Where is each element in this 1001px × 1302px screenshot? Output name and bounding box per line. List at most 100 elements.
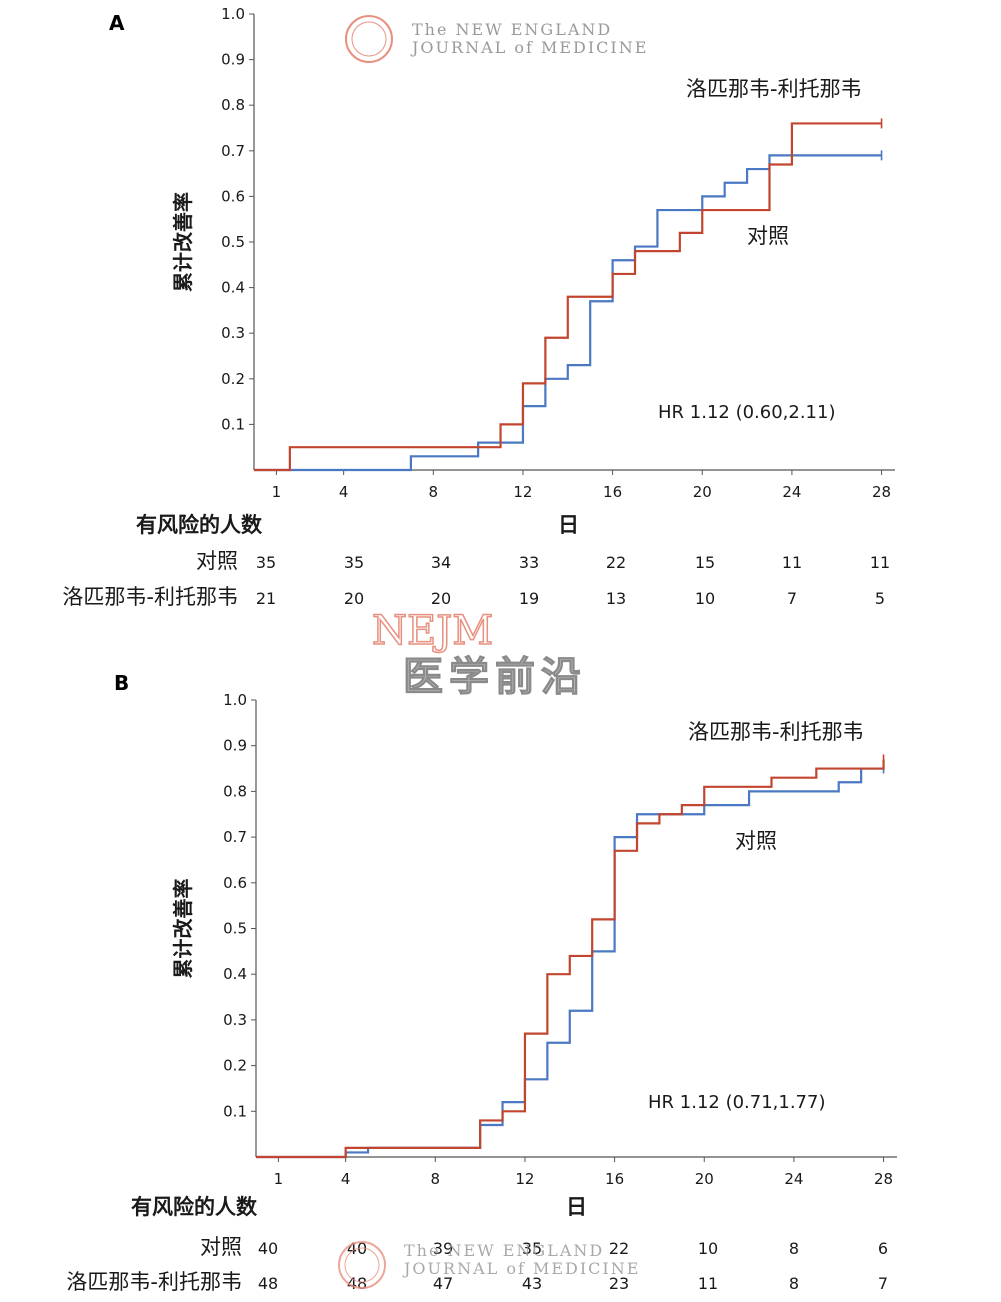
journal-seal-inner-icon <box>351 21 387 57</box>
panel-a-risk-value: 34 <box>431 553 451 572</box>
journal-seal-icon <box>345 15 393 63</box>
panel-a-ytick-label: 0.5 <box>221 233 245 251</box>
panel-a-chart: 累计改善率 洛匹那韦-利托那韦 对照 HR 1.12 (0.60,2.11) 有… <box>62 5 895 609</box>
panel-b-risk-value: 8 <box>789 1239 799 1258</box>
panel-a-ytick-label: 0.9 <box>221 51 245 69</box>
panel-a-letter: A <box>109 11 125 35</box>
panel-a-risk-value: 11 <box>870 553 890 572</box>
panel-b-xlabel: 日 <box>566 1195 587 1219</box>
panel-b-chart: 累计改善率 洛匹那韦-利托那韦 对照 HR 1.12 (0.71,1.77) 有… <box>66 691 897 1294</box>
panel-b-ytick-label: 0.7 <box>223 828 247 846</box>
panel-a-risk-value: 20 <box>431 589 451 608</box>
panel-b-ytick-label: 0.6 <box>223 874 247 892</box>
panel-a-risk-value: 10 <box>695 589 715 608</box>
panel-b-risk-title: 有风险的人数 <box>131 1195 258 1219</box>
panel-a-ytick-label: 0.1 <box>221 415 245 433</box>
panel-b-treatment-curve <box>256 759 885 1159</box>
panel-a-risk-row-treatment-label: 洛匹那韦-利托那韦 <box>62 585 238 609</box>
panel-b-risk-value: 40 <box>258 1239 278 1258</box>
panel-b-ytick-label: 0.2 <box>223 1057 247 1075</box>
panel-b-risk-value: 48 <box>258 1274 278 1293</box>
panel-a-ylabel: 累计改善率 <box>171 192 195 292</box>
panel-a-treatment-curve <box>254 122 882 472</box>
panel-a-risk-value: 15 <box>695 553 715 572</box>
panel-b-control-label: 对照 <box>735 829 777 853</box>
panel-a-xtick-label: 1 <box>272 483 282 501</box>
nejm-watermark: NEJM 医学前沿 <box>371 607 587 700</box>
journal-bottom-line2: JOURNAL of MEDICINE <box>402 1259 640 1278</box>
panel-b-xtick-label: 1 <box>274 1170 284 1188</box>
panel-a-ytick-label: 0.3 <box>221 324 245 342</box>
panel-b-xtick-label: 20 <box>695 1170 714 1188</box>
panel-a-risk-value: 11 <box>782 553 802 572</box>
panel-b-ytick-label: 0.4 <box>223 965 247 983</box>
panel-a-risk-value: 35 <box>256 553 276 572</box>
panel-a-risk-title: 有风险的人数 <box>136 513 263 537</box>
panel-a-xtick-label: 24 <box>782 483 801 501</box>
panel-a-ytick-label: 0.2 <box>221 370 245 388</box>
panel-a-risk-value: 20 <box>344 589 364 608</box>
panel-b-treatment-label: 洛匹那韦-利托那韦 <box>688 720 864 744</box>
panel-b-hazard-ratio: HR 1.12 (0.71,1.77) <box>648 1092 826 1113</box>
panel-b-letter: B <box>114 671 129 695</box>
journal-watermark-top: The NEW ENGLAND JOURNAL of MEDICINE <box>345 15 648 63</box>
panel-a-risk-value: 33 <box>519 553 539 572</box>
panel-b-ytick-label: 0.8 <box>223 782 247 800</box>
panel-b-risk-value: 39 <box>433 1239 453 1258</box>
brand-wordmark: 医学前沿 <box>403 654 587 700</box>
panel-a-xtick-label: 12 <box>513 483 532 501</box>
panel-a-ytick-label: 0.7 <box>221 142 245 160</box>
panel-b-risk-value: 6 <box>878 1239 888 1258</box>
panel-b-risk-value: 10 <box>698 1239 718 1258</box>
panel-b-risk-value: 23 <box>609 1274 629 1293</box>
panel-a-risk-value: 19 <box>519 589 539 608</box>
panel-b-xtick-label: 24 <box>784 1170 803 1188</box>
panel-a-risk-value: 21 <box>256 589 276 608</box>
panel-b-risk-row-treatment-label: 洛匹那韦-利托那韦 <box>66 1270 242 1294</box>
panel-b-risk-value: 11 <box>698 1274 718 1293</box>
panel-b-risk-value: 8 <box>789 1274 799 1293</box>
panel-a-risk-value: 35 <box>344 553 364 572</box>
panel-b-risk-value: 35 <box>522 1239 542 1258</box>
panel-a-risk-value: 5 <box>875 589 885 608</box>
panel-b-ytick-label: 0.9 <box>223 737 247 755</box>
panel-a-control-label: 对照 <box>747 224 789 248</box>
panel-b-risk-value: 22 <box>609 1239 629 1258</box>
panel-b-xtick-label: 16 <box>605 1170 624 1188</box>
journal-watermark-bottom: The NEW ENGLAND JOURNAL of MEDICINE <box>338 1241 640 1289</box>
panel-a-xtick-label: 20 <box>693 483 712 501</box>
panel-a-ytick-label: 1.0 <box>221 5 245 23</box>
panel-b-xtick-label: 28 <box>874 1170 893 1188</box>
panel-b-xtick-label: 12 <box>515 1170 534 1188</box>
journal-seal-bottom-inner-icon <box>344 1247 380 1283</box>
panel-a-xlabel: 日 <box>558 513 579 537</box>
panel-a-xtick-label: 16 <box>603 483 622 501</box>
panel-b-ylabel: 累计改善率 <box>171 879 195 979</box>
panel-a-treatment-label: 洛匹那韦-利托那韦 <box>686 77 862 101</box>
panel-b-xtick-label: 4 <box>341 1170 351 1188</box>
panel-a-risk-value: 22 <box>606 553 626 572</box>
panel-a-xtick-label: 8 <box>429 483 439 501</box>
panel-b-ytick-label: 0.3 <box>223 1011 247 1029</box>
panel-b-risk-value: 7 <box>878 1274 888 1293</box>
panel-b-ytick-label: 0.5 <box>223 920 247 938</box>
panel-b-risk-row-control-label: 对照 <box>200 1235 242 1259</box>
nejm-wordmark: NEJM <box>372 608 493 654</box>
panel-a-hazard-ratio: HR 1.12 (0.60,2.11) <box>658 402 836 423</box>
panel-a-risk-row-control-label: 对照 <box>196 549 238 573</box>
panel-a-risk-value: 7 <box>787 589 797 608</box>
panel-b-risk-value: 43 <box>522 1274 542 1293</box>
panel-a-ytick-label: 0.4 <box>221 279 245 297</box>
journal-seal-bottom-icon <box>338 1241 386 1289</box>
panel-b-ytick-label: 1.0 <box>223 691 247 709</box>
panel-b-ytick-label: 0.1 <box>223 1102 247 1120</box>
journal-bottom-line1: The NEW ENGLAND <box>404 1241 604 1260</box>
journal-line2: JOURNAL of MEDICINE <box>410 38 648 57</box>
panel-a-ytick-label: 0.6 <box>221 187 245 205</box>
panel-b-xtick-label: 8 <box>431 1170 441 1188</box>
panel-a-risk-value: 13 <box>606 589 626 608</box>
journal-line1: The NEW ENGLAND <box>412 20 612 39</box>
panel-a-xtick-label: 28 <box>872 483 891 501</box>
panel-a-xtick-label: 4 <box>339 483 349 501</box>
